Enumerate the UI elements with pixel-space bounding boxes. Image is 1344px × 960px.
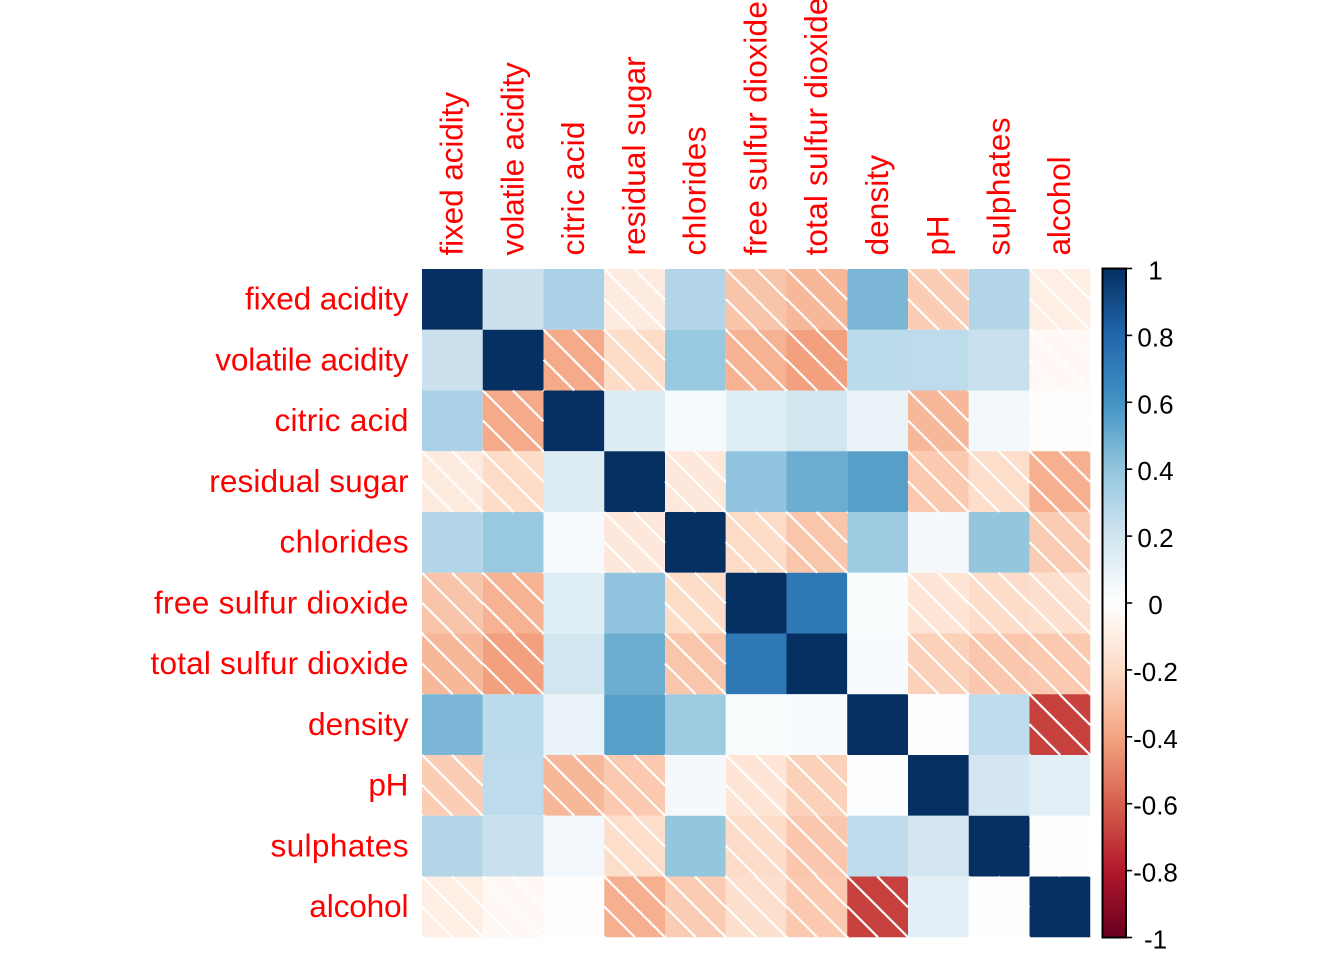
svg-text:residual sugar: residual sugar (209, 463, 408, 499)
svg-text:-0.6: -0.6 (1133, 791, 1178, 821)
svg-text:-1: -1 (1144, 925, 1167, 955)
svg-text:volatile acidity: volatile acidity (215, 341, 408, 377)
svg-text:pH: pH (920, 215, 956, 255)
svg-text:total sulfur dioxide: total sulfur dioxide (151, 645, 409, 681)
svg-text:citric acid: citric acid (555, 122, 591, 256)
svg-text:-0.8: -0.8 (1133, 858, 1178, 888)
svg-text:alcohol: alcohol (1041, 156, 1077, 255)
svg-text:1: 1 (1148, 256, 1162, 286)
svg-text:citric acid: citric acid (275, 402, 409, 438)
svg-text:0.6: 0.6 (1137, 389, 1173, 419)
svg-text:0.8: 0.8 (1137, 322, 1173, 352)
svg-text:0: 0 (1148, 590, 1162, 620)
svg-text:-0.2: -0.2 (1133, 657, 1178, 687)
svg-text:fixed acidity: fixed acidity (245, 281, 409, 317)
svg-text:sulphates: sulphates (271, 827, 409, 863)
svg-text:total sulfur dioxide: total sulfur dioxide (798, 0, 834, 256)
svg-text:sulphates: sulphates (980, 118, 1016, 256)
svg-text:density: density (308, 706, 409, 742)
svg-text:density: density (859, 155, 895, 256)
svg-text:chlorides: chlorides (280, 524, 409, 560)
svg-text:free sulfur dioxide: free sulfur dioxide (154, 584, 409, 620)
svg-text:-0.4: -0.4 (1133, 724, 1178, 754)
svg-text:alcohol: alcohol (309, 888, 408, 924)
svg-text:residual sugar: residual sugar (616, 56, 652, 255)
svg-text:volatile acidity: volatile acidity (494, 62, 530, 255)
svg-text:chlorides: chlorides (677, 127, 713, 256)
svg-text:pH: pH (368, 767, 408, 803)
svg-text:0.4: 0.4 (1137, 456, 1173, 486)
svg-text:fixed acidity: fixed acidity (434, 92, 470, 256)
svg-text:0.2: 0.2 (1137, 523, 1173, 553)
svg-text:free sulfur dioxide: free sulfur dioxide (737, 1, 773, 256)
